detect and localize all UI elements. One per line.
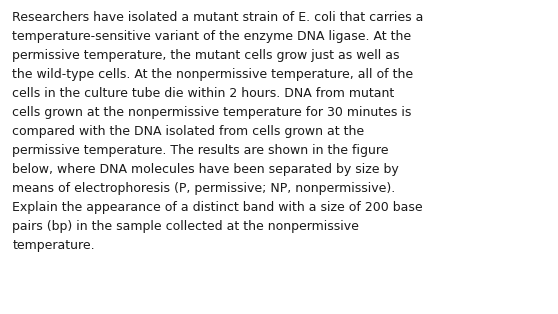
Text: Researchers have isolated a mutant strain of E. coli that carries a
temperature-: Researchers have isolated a mutant strai… xyxy=(12,11,424,252)
